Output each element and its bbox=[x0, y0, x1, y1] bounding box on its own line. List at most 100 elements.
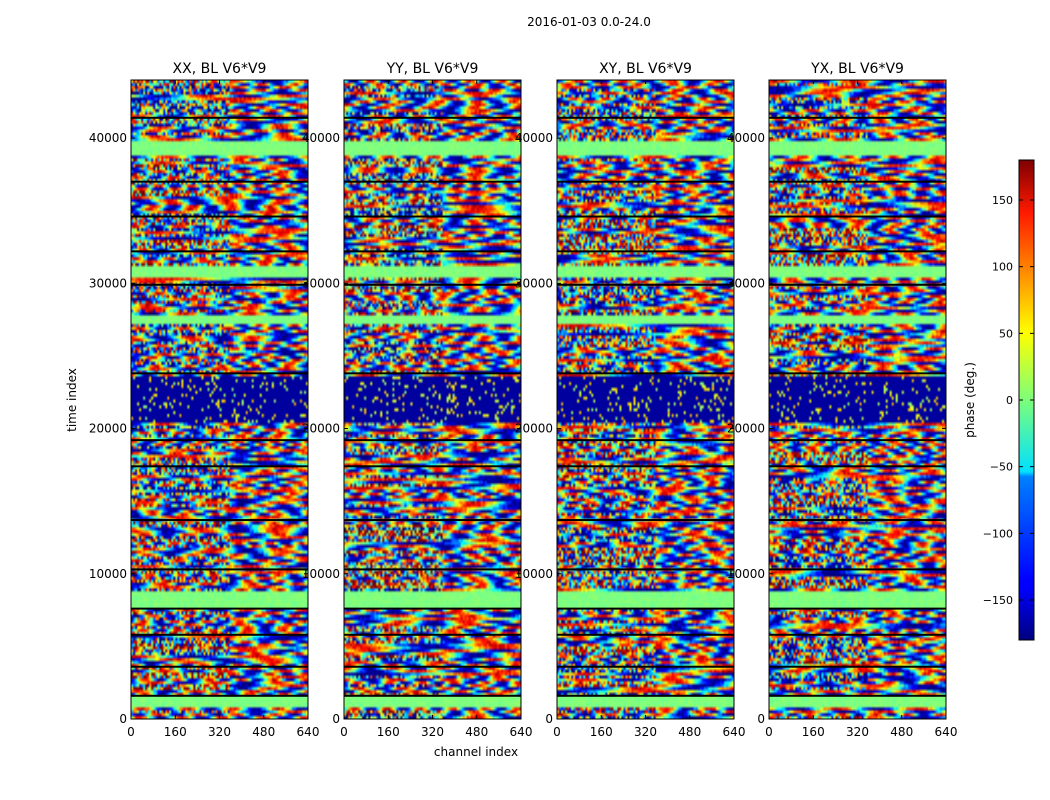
gap-line-xx-7 bbox=[131, 439, 308, 442]
gap-line-xy-12 bbox=[557, 180, 734, 183]
gap-line-xy-13 bbox=[557, 116, 734, 119]
y-axis-label: time index bbox=[65, 368, 79, 432]
gap-line-xx-0 bbox=[131, 694, 308, 697]
gap-line-yx-13 bbox=[769, 116, 946, 119]
gap-line-xx-6 bbox=[131, 465, 308, 468]
gap-line-xx-12 bbox=[131, 180, 308, 183]
gap-line-xx-13 bbox=[131, 116, 308, 119]
colorbar-label: phase (deg.) bbox=[963, 362, 977, 438]
gap-line-yx-0 bbox=[769, 694, 946, 697]
x-axis-label: channel index bbox=[434, 745, 518, 759]
gap-line-yx-2 bbox=[769, 633, 946, 636]
colorbar-tick-label--100: −100 bbox=[983, 527, 1013, 540]
gap-line-yy-7 bbox=[344, 439, 521, 442]
gap-line-yy-12 bbox=[344, 180, 521, 183]
gap-line-yx-7 bbox=[769, 439, 946, 442]
y-tick-label-yx-0: 0 bbox=[757, 712, 765, 726]
gap-line-xy-8 bbox=[557, 372, 734, 375]
colorbar-tick-label-0: 0 bbox=[1006, 394, 1013, 407]
y-tick-label-yy-40000: 40000 bbox=[302, 131, 340, 145]
panel-yx: YX, BL V6*V9 0 160 320 480 640 0 10000 20000 3000… bbox=[727, 61, 958, 739]
y-tick-label-yx-10000: 10000 bbox=[727, 567, 765, 581]
gap-line-xx-9 bbox=[131, 283, 308, 286]
gap-line-xy-2 bbox=[557, 633, 734, 636]
panel-xy: XY, BL V6*V9 0 160 320 480 640 0 10000 20000 3000… bbox=[515, 61, 746, 739]
colorbar-tick-label-150: 150 bbox=[992, 194, 1013, 207]
gap-line-yy-2 bbox=[344, 633, 521, 636]
gap-line-yy-5 bbox=[344, 519, 521, 522]
heatmap-image-xx bbox=[131, 80, 308, 719]
x-tick-label-yy-0: 0 bbox=[340, 725, 348, 739]
gap-line-xx-11 bbox=[131, 215, 308, 218]
y-tick-label-xy-40000: 40000 bbox=[515, 131, 553, 145]
gap-line-xx-1 bbox=[131, 665, 308, 668]
gap-line-yx-10 bbox=[769, 250, 946, 253]
heatmap-image-yx bbox=[769, 80, 946, 719]
panel-yy: YY, BL V6*V9 0 160 320 480 640 0 10000 20000 3000… bbox=[302, 61, 533, 739]
x-tick-label-xy-320: 320 bbox=[634, 725, 657, 739]
panel-title-xy: XY, BL V6*V9 bbox=[599, 61, 692, 77]
gap-line-xx-4 bbox=[131, 568, 308, 571]
y-tick-label-xx-10000: 10000 bbox=[89, 567, 127, 581]
y-tick-label-xy-0: 0 bbox=[545, 712, 553, 726]
y-tick-label-xx-20000: 20000 bbox=[89, 422, 127, 436]
x-tick-label-xy-0: 0 bbox=[553, 725, 561, 739]
gap-line-xy-9 bbox=[557, 283, 734, 286]
gap-line-yy-10 bbox=[344, 250, 521, 253]
gap-line-xy-11 bbox=[557, 215, 734, 218]
y-tick-label-xy-20000: 20000 bbox=[515, 422, 553, 436]
x-tick-label-yy-640: 640 bbox=[510, 725, 533, 739]
x-tick-label-yy-480: 480 bbox=[465, 725, 488, 739]
y-tick-label-yx-30000: 30000 bbox=[727, 276, 765, 290]
colorbar: −150 −100 −50 0 50 100 150 bbox=[983, 159, 1035, 641]
gap-line-yy-13 bbox=[344, 116, 521, 119]
gap-line-xx-5 bbox=[131, 519, 308, 522]
y-tick-label-yy-0: 0 bbox=[332, 712, 340, 726]
panel-title-yx: YX, BL V6*V9 bbox=[810, 61, 904, 77]
panels-group: XX, BL V6*V9 0 160 320 480 640 0 10000 20000 3000… bbox=[89, 61, 958, 739]
panel-title-yy: YY, BL V6*V9 bbox=[386, 61, 479, 77]
gap-line-xy-3 bbox=[557, 607, 734, 610]
gap-line-xy-1 bbox=[557, 665, 734, 668]
gap-line-xy-6 bbox=[557, 465, 734, 468]
gap-line-yy-6 bbox=[344, 465, 521, 468]
y-tick-label-xx-30000: 30000 bbox=[89, 276, 127, 290]
x-tick-label-yy-160: 160 bbox=[377, 725, 400, 739]
gap-line-xx-10 bbox=[131, 250, 308, 253]
x-tick-label-xy-480: 480 bbox=[678, 725, 701, 739]
gap-line-xx-2 bbox=[131, 633, 308, 636]
x-tick-label-yx-0: 0 bbox=[765, 725, 773, 739]
gap-line-yy-0 bbox=[344, 694, 521, 697]
gap-line-yx-12 bbox=[769, 180, 946, 183]
figure-suptitle: 2016-01-03 0.0-24.0 bbox=[527, 15, 651, 29]
y-tick-label-xx-40000: 40000 bbox=[89, 131, 127, 145]
gap-line-yx-6 bbox=[769, 465, 946, 468]
gap-line-yy-1 bbox=[344, 665, 521, 668]
x-tick-label-yx-160: 160 bbox=[802, 725, 825, 739]
gap-line-yy-9 bbox=[344, 283, 521, 286]
gap-line-xy-5 bbox=[557, 519, 734, 522]
y-tick-label-yy-10000: 10000 bbox=[302, 567, 340, 581]
gap-line-yx-1 bbox=[769, 665, 946, 668]
x-tick-label-yy-320: 320 bbox=[421, 725, 444, 739]
y-tick-label-yx-20000: 20000 bbox=[727, 422, 765, 436]
gap-line-yy-3 bbox=[344, 607, 521, 610]
heatmap-image-xy bbox=[557, 80, 734, 719]
gap-line-yx-5 bbox=[769, 519, 946, 522]
y-tick-label-xy-30000: 30000 bbox=[515, 276, 553, 290]
x-tick-label-xy-160: 160 bbox=[590, 725, 613, 739]
gap-line-yy-4 bbox=[344, 568, 521, 571]
x-tick-label-xx-640: 640 bbox=[297, 725, 320, 739]
y-tick-label-yy-20000: 20000 bbox=[302, 422, 340, 436]
gap-line-yx-9 bbox=[769, 283, 946, 286]
gap-line-yx-4 bbox=[769, 568, 946, 571]
x-tick-label-xx-160: 160 bbox=[164, 725, 187, 739]
gap-line-yy-11 bbox=[344, 215, 521, 218]
colorbar-tick-label-50: 50 bbox=[999, 327, 1013, 340]
heatmap-image-yy bbox=[344, 80, 521, 719]
x-tick-label-xx-480: 480 bbox=[252, 725, 275, 739]
x-tick-label-yx-480: 480 bbox=[890, 725, 913, 739]
gap-line-yx-3 bbox=[769, 607, 946, 610]
colorbar-tick-label--150: −150 bbox=[983, 594, 1013, 607]
